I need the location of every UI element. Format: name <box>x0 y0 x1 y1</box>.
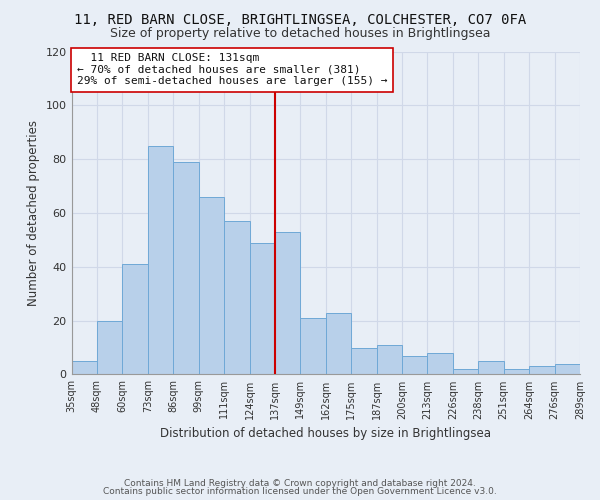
Bar <box>427 353 453 374</box>
Bar <box>122 264 148 374</box>
Bar <box>97 320 122 374</box>
Bar <box>275 232 301 374</box>
Bar <box>199 197 224 374</box>
Bar <box>504 369 529 374</box>
Bar <box>71 361 97 374</box>
Bar <box>529 366 554 374</box>
Bar <box>554 364 580 374</box>
Bar <box>377 345 402 374</box>
Bar <box>148 146 173 374</box>
Bar <box>224 221 250 374</box>
Bar <box>250 242 275 374</box>
Bar <box>453 369 478 374</box>
Bar <box>173 162 199 374</box>
Bar <box>478 361 504 374</box>
Text: 11 RED BARN CLOSE: 131sqm
← 70% of detached houses are smaller (381)
29% of semi: 11 RED BARN CLOSE: 131sqm ← 70% of detac… <box>77 53 387 86</box>
Text: Contains public sector information licensed under the Open Government Licence v3: Contains public sector information licen… <box>103 487 497 496</box>
Text: 11, RED BARN CLOSE, BRIGHTLINGSEA, COLCHESTER, CO7 0FA: 11, RED BARN CLOSE, BRIGHTLINGSEA, COLCH… <box>74 12 526 26</box>
Bar <box>301 318 326 374</box>
Bar <box>351 348 377 374</box>
Y-axis label: Number of detached properties: Number of detached properties <box>27 120 40 306</box>
X-axis label: Distribution of detached houses by size in Brightlingsea: Distribution of detached houses by size … <box>160 427 491 440</box>
Text: Size of property relative to detached houses in Brightlingsea: Size of property relative to detached ho… <box>110 28 490 40</box>
Text: Contains HM Land Registry data © Crown copyright and database right 2024.: Contains HM Land Registry data © Crown c… <box>124 478 476 488</box>
Bar <box>402 356 427 374</box>
Bar <box>326 312 351 374</box>
